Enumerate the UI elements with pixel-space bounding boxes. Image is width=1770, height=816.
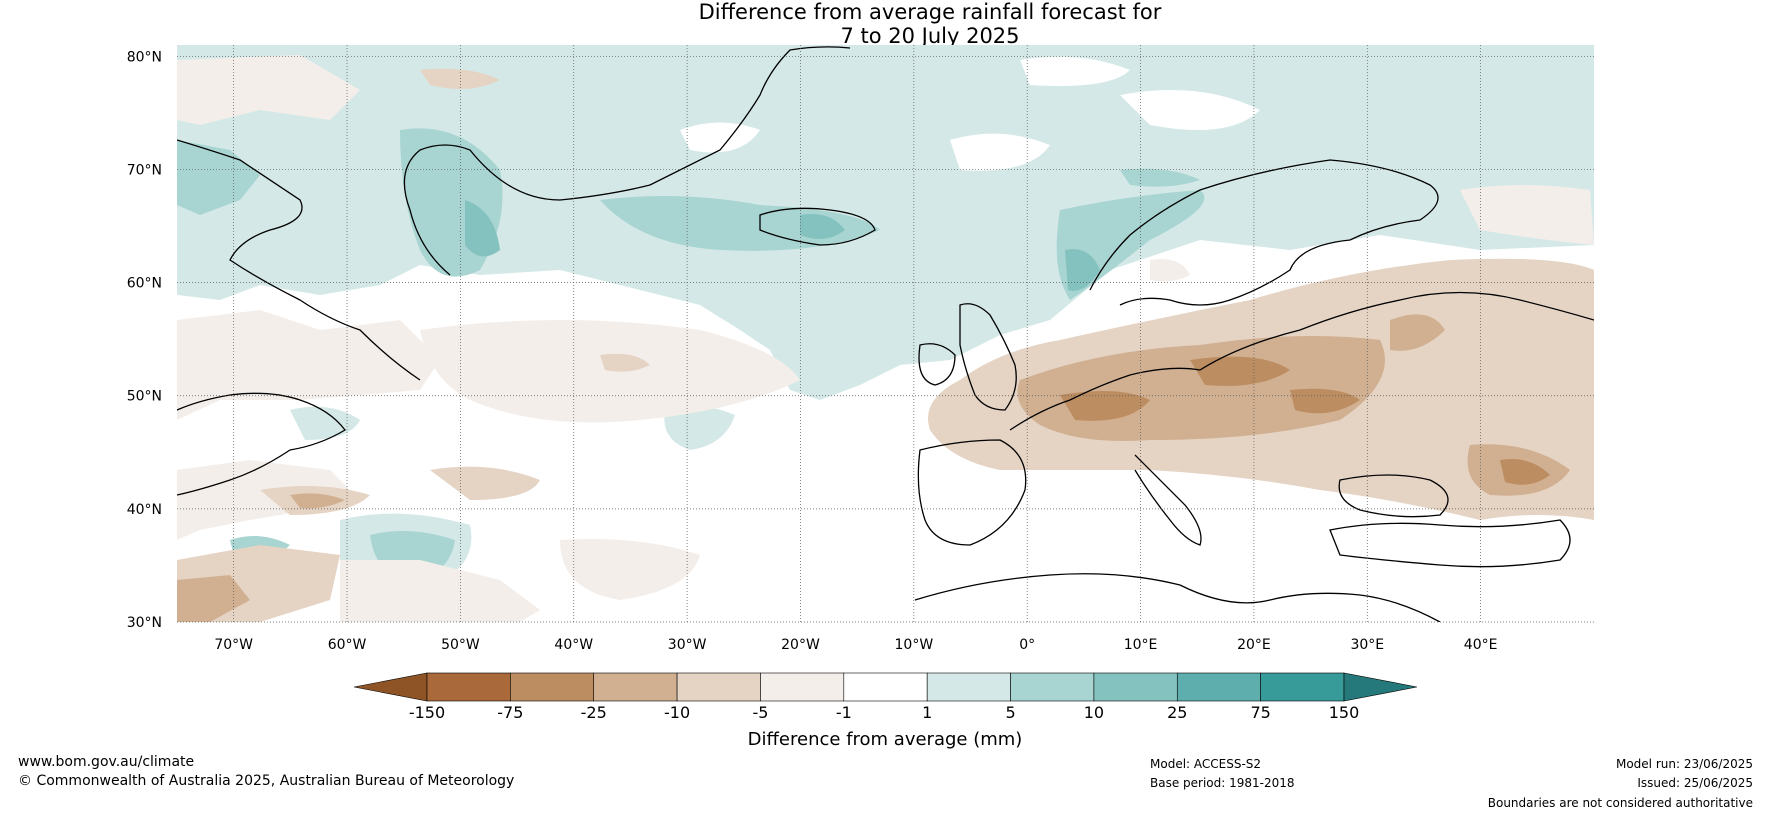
iberia-coast	[917, 439, 1027, 546]
longitude-tick-label: 70°W	[214, 637, 253, 653]
turkey-coast	[1329, 519, 1571, 568]
colorbar-tick-label: -1	[836, 703, 852, 722]
labrador-coast	[177, 392, 346, 496]
model-run-text: Model run: 23/06/2025	[1615, 757, 1753, 771]
longitude-tick-label: 40°E	[1464, 637, 1498, 653]
black-sea-coast	[1338, 474, 1449, 518]
colorbar-tick-label: -25	[581, 703, 607, 722]
issued-text: Issued: 25/06/2025	[1637, 776, 1753, 790]
colorbar-tick-label: -75	[497, 703, 523, 722]
longitude-tick-label: 20°W	[781, 637, 820, 653]
colorbar-tick-label: -10	[664, 703, 690, 722]
latitude-labels: 30°N 40°N 50°N 60°N 70°N 80°N	[127, 49, 162, 631]
longitude-tick-label: 30°E	[1350, 637, 1384, 653]
map-title-line1: Difference from average rainfall forecas…	[698, 0, 1162, 24]
colorbar-tick-label: 75	[1250, 703, 1270, 722]
longitude-tick-label: 50°W	[441, 637, 480, 653]
colorbar-swatch	[426, 672, 511, 702]
italy-coast	[1134, 454, 1202, 546]
base-period-text: Base period: 1981-2018	[1150, 776, 1295, 790]
colorbar-tick-label: 10	[1084, 703, 1104, 722]
latitude-tick-label: 50°N	[127, 389, 162, 405]
latitude-tick-label: 80°N	[127, 49, 162, 65]
latitude-tick-label: 70°N	[127, 162, 162, 178]
website-link[interactable]: www.bom.gov.au/climate	[18, 754, 195, 770]
anomaly-field	[177, 45, 1594, 622]
colorbar-extend-high	[1343, 672, 1418, 702]
model-text: Model: ACCESS-S2	[1150, 757, 1262, 771]
ireland-coast	[918, 343, 956, 386]
colorbar-tick-label: 1	[922, 703, 932, 722]
colorbar-swatch	[1176, 672, 1261, 702]
iceland-coast	[759, 207, 876, 246]
scandinavia-coast	[1089, 159, 1439, 306]
disclaimer-text: Boundaries are not considered authoritat…	[1487, 796, 1753, 810]
latitude-tick-label: 30°N	[127, 615, 162, 631]
copyright-text: © Commonwealth of Australia 2025, Austra…	[18, 773, 515, 789]
continent-coast	[1009, 291, 1594, 431]
colorbar-swatch	[843, 672, 928, 702]
colorbar-tick-label: 25	[1167, 703, 1187, 722]
colorbar-tick-label: 5	[1005, 703, 1015, 722]
longitude-tick-label: 40°W	[554, 637, 593, 653]
colorbar-title: Difference from average (mm)	[748, 729, 1023, 750]
uk-coast	[959, 303, 1017, 411]
colorbar-tick-label: -5	[752, 703, 768, 722]
colorbar-extend-low	[353, 672, 428, 702]
latitude-tick-label: 60°N	[127, 276, 162, 292]
coastlines	[177, 46, 1594, 622]
longitude-tick-label: 10°E	[1124, 637, 1158, 653]
colorbar-swatch	[760, 672, 845, 702]
greenland-coast	[403, 46, 851, 276]
longitude-labels: 70°W 60°W 50°W 40°W 30°W 20°W 10°W 0° 10°E 20°E 30…	[214, 637, 1497, 653]
colorbar-swatch	[510, 672, 595, 702]
colorbar: -150 -75 -25 -10 -5 -1 1 5 10 25 75 150	[353, 672, 1418, 722]
colorbar-swatch	[926, 672, 1011, 702]
map-title-line2: 7 to 20 July 2025	[840, 24, 1020, 48]
colorbar-swatch	[676, 672, 761, 702]
longitude-tick-label: 20°E	[1237, 637, 1271, 653]
map-title: Difference from average rainfall forecas…	[0, 0, 1770, 48]
baffin-coast	[177, 139, 421, 381]
longitude-tick-label: 60°W	[328, 637, 367, 653]
mediterranean-south-coast	[914, 573, 1441, 622]
longitude-tick-label: 10°W	[895, 637, 934, 653]
longitude-tick-label: 30°W	[668, 637, 707, 653]
colorbar-tick-label: -150	[409, 703, 445, 722]
colorbar-swatch	[1260, 672, 1345, 702]
colorbar-tick-label: 150	[1329, 703, 1360, 722]
latitude-tick-label: 40°N	[127, 502, 162, 518]
colorbar-swatch	[593, 672, 678, 702]
longitude-tick-label: 0°	[1019, 637, 1035, 653]
colorbar-swatch	[1010, 672, 1095, 702]
map-gridlines	[177, 45, 1594, 623]
colorbar-swatch	[1093, 672, 1178, 702]
